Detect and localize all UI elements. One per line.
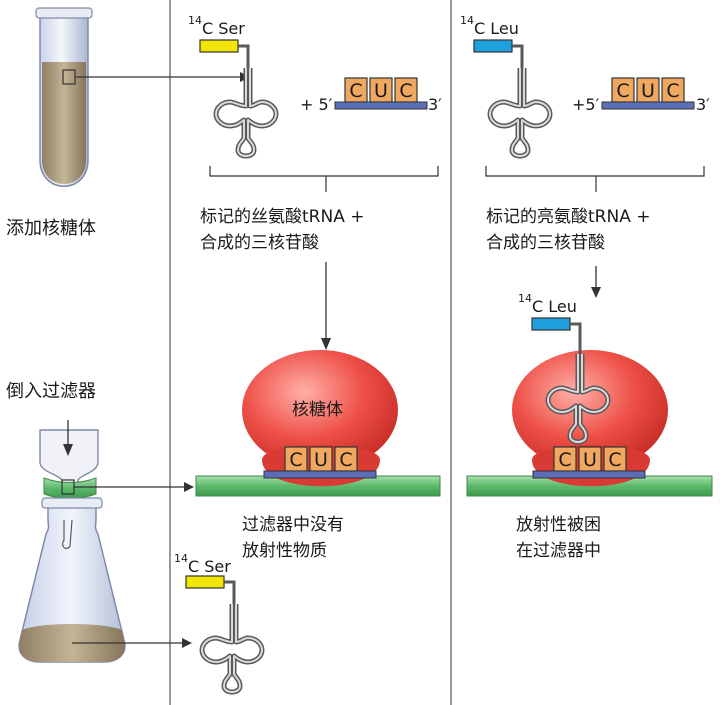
leu-codon-1: C (616, 80, 629, 102)
ser-codon-2: U (374, 80, 388, 102)
leu-3prime: 3′ (696, 95, 710, 114)
ribosome-label: 核糖体 (292, 400, 343, 420)
ser-codon-1: C (349, 80, 362, 102)
ser-trna-label: C Ser (202, 19, 245, 38)
test-tube (35, 7, 93, 187)
ribo-right-codon-3: C (608, 449, 621, 471)
ser-trna-free-sup: 14 (174, 552, 188, 565)
codon-on-ribosome-left: C U C (263, 446, 377, 479)
radio-line2: 在过滤器中 (516, 541, 601, 561)
ribo-right-codon-2: U (583, 449, 597, 471)
ser-trna-sup: 14 (188, 14, 202, 27)
leu-trna-label: C Leu (474, 19, 519, 38)
ser-desc-line1: 标记的丝氨酸tRNA + (200, 207, 364, 227)
no-radio-line1: 过滤器中没有 (242, 515, 344, 535)
ser-codon-3: C (399, 80, 412, 102)
ser-trna-free-label: C Ser (188, 557, 231, 576)
leu-trna-bound-label: C Leu (532, 297, 577, 316)
leu-desc-line2: 合成的三核苷酸 (486, 233, 605, 253)
flask (18, 497, 126, 663)
leu-codon-2: U (641, 80, 655, 102)
ser-trna-free (185, 575, 262, 692)
radio-line1: 放射性被困 (516, 515, 601, 535)
ser-plus5: + 5′ (300, 95, 333, 114)
ser-codon-group: C U C (334, 77, 428, 110)
leu-codon-group: C U C (601, 77, 695, 110)
ribo-left-codon-1: C (289, 449, 302, 471)
pour-filter-label: 倒入过滤器 (6, 381, 96, 402)
leu-tag (473, 39, 513, 53)
leu-codon-3: C (666, 80, 679, 102)
leu-plus5: +5′ (572, 95, 600, 114)
ribo-left-codon-3: C (339, 449, 352, 471)
leu-trna-bound (531, 317, 608, 442)
ser-3prime: 3′ (428, 95, 442, 114)
ribo-left-codon-2: U (314, 449, 328, 471)
ser-desc-line2: 合成的三核苷酸 (200, 233, 319, 253)
ser-tag (199, 39, 239, 53)
filter-funnel (39, 420, 99, 499)
leu-trna-sup: 14 (460, 14, 474, 27)
no-radio-line2: 放射性物质 (242, 541, 327, 561)
ribo-right-codon-1: C (558, 449, 571, 471)
codon-on-ribosome-right: C U C (532, 446, 646, 479)
ser-trna (199, 39, 276, 156)
leu-desc-line1: 标记的亮氨酸tRNA + (486, 207, 650, 227)
leu-trna-bound-sup: 14 (518, 292, 532, 305)
leu-trna (473, 39, 550, 156)
add-ribosome-label: 添加核糖体 (6, 218, 96, 239)
